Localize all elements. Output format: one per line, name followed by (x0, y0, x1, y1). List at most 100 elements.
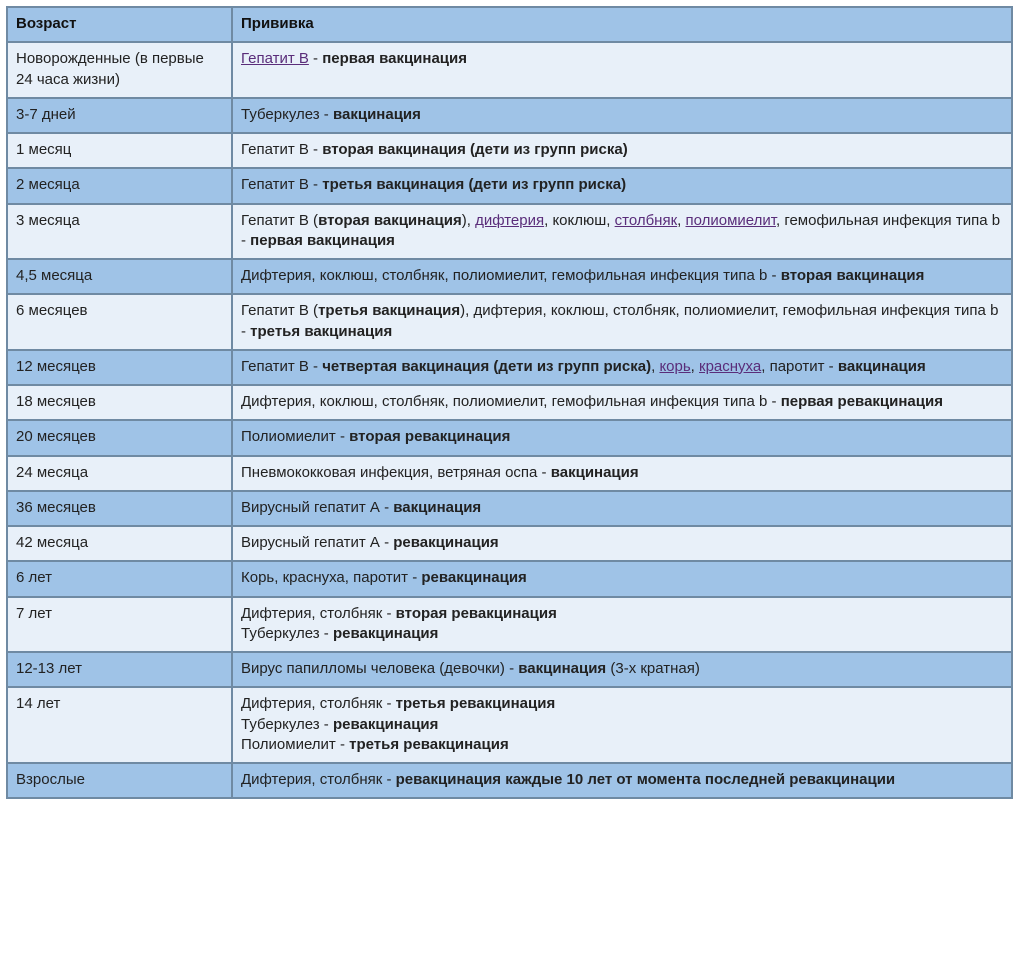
table-row: 6 месяцевГепатит В (третья вакцинация), … (7, 294, 1012, 350)
emphasis-text: первая вакцинация (250, 232, 395, 249)
cell-age: 6 месяцев (7, 294, 232, 350)
text: Дифтерия, коклюш, столбняк, полиомиелит,… (241, 393, 781, 410)
text: Дифтерия, коклюш, столбняк, полиомиелит,… (241, 267, 781, 284)
cell-age: 7 лет (7, 597, 232, 653)
emphasis-text: вторая ревакцинация (349, 428, 510, 445)
cell-vaccine: Вирусный гепатит А - вакцинация (232, 491, 1012, 526)
cell-vaccine: Полиомиелит - вторая ревакцинация (232, 420, 1012, 455)
table-row: 7 летДифтерия, столбняк - вторая ревакци… (7, 597, 1012, 653)
text: Гепатит В - (241, 176, 322, 193)
table-row: 3-7 днейТуберкулез - вакцинация (7, 98, 1012, 133)
emphasis-text: вакцинация (333, 106, 421, 123)
cell-age: 20 месяцев (7, 420, 232, 455)
table-row: 1 месяцГепатит В - вторая вакцинация (де… (7, 133, 1012, 168)
table-row: ВзрослыеДифтерия, столбняк - ревакцинаци… (7, 763, 1012, 798)
emphasis-text: четвертая вакцинация (дети из групп риск… (322, 358, 651, 375)
cell-age: 14 лет (7, 687, 232, 763)
text: Туберкулез - (241, 625, 333, 642)
cell-vaccine: Дифтерия, столбняк - третья ревакцинация… (232, 687, 1012, 763)
cell-vaccine: Гепатит В - первая вакцинация (232, 42, 1012, 98)
cell-vaccine: Дифтерия, столбняк - вторая ревакцинация… (232, 597, 1012, 653)
table-header-row: Возраст Прививка (7, 7, 1012, 42)
table-row: 12-13 летВирус папилломы человека (девоч… (7, 652, 1012, 687)
text: Дифтерия, столбняк - (241, 605, 396, 622)
cell-vaccine: Гепатит В - третья вакцинация (дети из г… (232, 168, 1012, 203)
disease-link[interactable]: полиомиелит (686, 212, 776, 229)
cell-vaccine: Вирусный гепатит А - ревакцинация (232, 526, 1012, 561)
emphasis-text: ревакцинация каждые 10 лет от момента по… (396, 771, 896, 788)
text: Гепатит В ( (241, 302, 318, 319)
table-row: 24 месяцаПневмококковая инфекция, ветрян… (7, 456, 1012, 491)
table-row: 6 летКорь, краснуха, паротит - ревакцина… (7, 561, 1012, 596)
text: Вирус папилломы человека (девочки) - (241, 660, 518, 677)
table-row: 12 месяцевГепатит В - четвертая вакцинац… (7, 350, 1012, 385)
text: , (691, 358, 699, 375)
cell-age: 18 месяцев (7, 385, 232, 420)
cell-vaccine: Гепатит В (вторая вакцинация), дифтерия,… (232, 204, 1012, 260)
emphasis-text: вакцинация (838, 358, 926, 375)
cell-age: 42 месяца (7, 526, 232, 561)
table-row: 2 месяцаГепатит В - третья вакцинация (д… (7, 168, 1012, 203)
emphasis-text: первая вакцинация (322, 50, 467, 67)
cell-age: 1 месяц (7, 133, 232, 168)
emphasis-text: вакцинация (551, 464, 639, 481)
emphasis-text: вакцинация (393, 499, 481, 516)
text: Дифтерия, столбняк - (241, 695, 396, 712)
cell-age: 2 месяца (7, 168, 232, 203)
cell-age: 3-7 дней (7, 98, 232, 133)
disease-link[interactable]: корь (659, 358, 690, 375)
cell-vaccine: Туберкулез - вакцинация (232, 98, 1012, 133)
emphasis-text: третья ревакцинация (349, 736, 509, 753)
text: Дифтерия, столбняк - (241, 771, 396, 788)
text: Вирусный гепатит А - (241, 499, 393, 516)
cell-vaccine: Пневмококковая инфекция, ветряная оспа -… (232, 456, 1012, 491)
text: (3-х кратная) (606, 660, 700, 677)
emphasis-text: вторая вакцинация (дети из групп риска) (322, 141, 628, 158)
emphasis-text: ревакцинация (421, 569, 526, 586)
cell-age: Новорожденные (в первые 24 часа жизни) (7, 42, 232, 98)
text: - (309, 50, 322, 67)
cell-vaccine: Гепатит В - четвертая вакцинация (дети и… (232, 350, 1012, 385)
disease-link[interactable]: Гепатит В (241, 50, 309, 67)
disease-link[interactable]: столбняк (615, 212, 678, 229)
emphasis-text: вторая вакцинация (318, 212, 462, 229)
cell-vaccine: Корь, краснуха, паротит - ревакцинация (232, 561, 1012, 596)
col-header-age: Возраст (7, 7, 232, 42)
emphasis-text: вторая вакцинация (781, 267, 925, 284)
cell-vaccine: Вирус папилломы человека (девочки) - вак… (232, 652, 1012, 687)
text: Корь, краснуха, паротит - (241, 569, 421, 586)
text: Туберкулез - (241, 716, 333, 733)
text: Полиомиелит - (241, 736, 349, 753)
cell-age: 12-13 лет (7, 652, 232, 687)
text: Гепатит В - (241, 358, 322, 375)
text: , (677, 212, 685, 229)
emphasis-text: ревакцинация (393, 534, 498, 551)
disease-link[interactable]: дифтерия (475, 212, 544, 229)
table-row: 18 месяцев Дифтерия, коклюш, столбняк, по… (7, 385, 1012, 420)
cell-vaccine: Гепатит В (третья вакцинация), дифтерия,… (232, 294, 1012, 350)
cell-age: Взрослые (7, 763, 232, 798)
text: Гепатит В ( (241, 212, 318, 229)
cell-vaccine: Гепатит В - вторая вакцинация (дети из г… (232, 133, 1012, 168)
cell-age: 6 лет (7, 561, 232, 596)
text: ), (462, 212, 475, 229)
table-row: 42 месяцаВирусный гепатит А - ревакцинац… (7, 526, 1012, 561)
cell-age: 3 месяца (7, 204, 232, 260)
cell-age: 24 месяца (7, 456, 232, 491)
text: Пневмококковая инфекция, ветряная оспа - (241, 464, 551, 481)
disease-link[interactable]: краснуха (699, 358, 761, 375)
emphasis-text: вакцинация (518, 660, 606, 677)
text: Вирусный гепатит А - (241, 534, 393, 551)
table-row: 4,5 месяцаДифтерия, коклюш, столбняк, по… (7, 259, 1012, 294)
cell-vaccine: Дифтерия, коклюш, столбняк, полиомиелит,… (232, 259, 1012, 294)
emphasis-text: ревакцинация (333, 625, 438, 642)
emphasis-text: третья вакцинация (250, 323, 392, 340)
text: Полиомиелит - (241, 428, 349, 445)
table-row: 3 месяцаГепатит В (вторая вакцинация), д… (7, 204, 1012, 260)
table-row: 36 месяцевВирусный гепатит А - вакцинаци… (7, 491, 1012, 526)
vaccination-schedule-table: Возраст Прививка Новорожденные (в первые… (6, 6, 1013, 799)
text: Туберкулез - (241, 106, 333, 123)
cell-vaccine: Дифтерия, столбняк - ревакцинация каждые… (232, 763, 1012, 798)
text: , коклюш, (544, 212, 615, 229)
emphasis-text: третья вакцинация (318, 302, 460, 319)
